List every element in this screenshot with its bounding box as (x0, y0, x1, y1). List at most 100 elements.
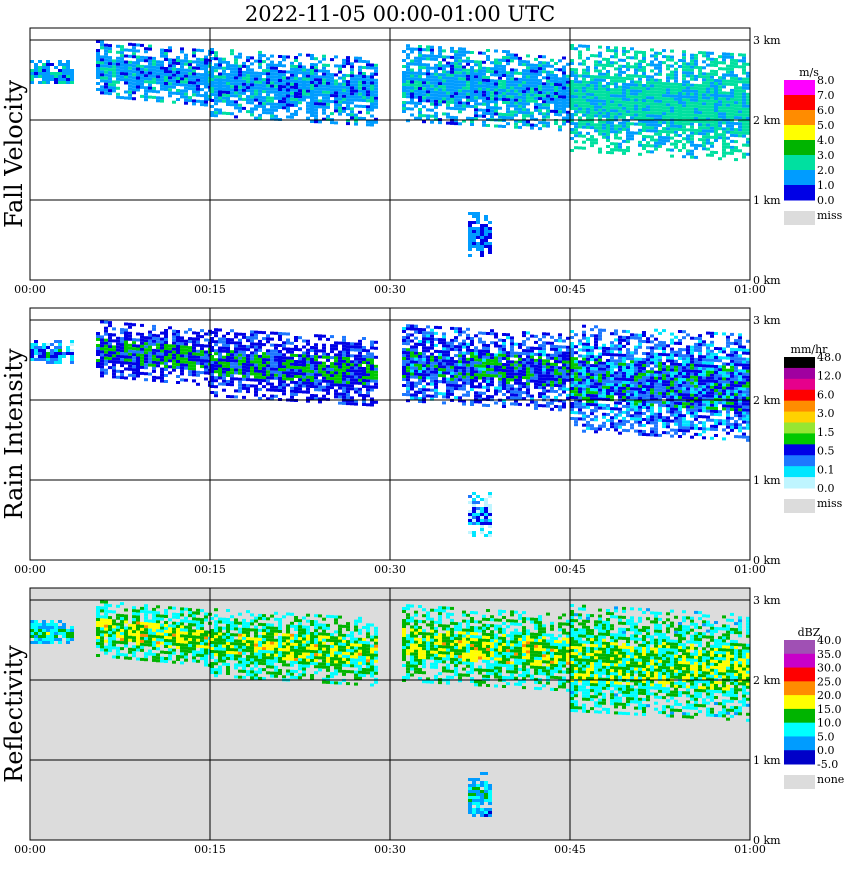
echo-cell (414, 373, 418, 376)
echo-cell (610, 64, 614, 67)
echo-cell (164, 58, 168, 61)
echo-cell (670, 155, 674, 158)
echo-cell (148, 96, 152, 99)
echo-cell (168, 49, 172, 52)
echo-cell (406, 336, 410, 339)
echo-cell (282, 353, 286, 356)
x-tick-label: 00:45 (554, 283, 586, 296)
echo-cell (140, 56, 144, 59)
echo-cell (458, 59, 462, 62)
echo-cell (470, 72, 474, 75)
echo-cell (406, 357, 410, 360)
echo-cell (594, 63, 598, 66)
echo-cell (156, 340, 160, 343)
echo-cell (472, 230, 476, 233)
echo-cell (618, 125, 622, 128)
echo-cell (730, 62, 734, 65)
echo-cell (370, 91, 374, 94)
echo-cell (430, 356, 434, 359)
echo-cell (410, 367, 414, 370)
echo-cell (266, 93, 270, 96)
echo-cell (514, 69, 518, 72)
echo-cell (196, 371, 200, 374)
echo-cell (370, 365, 374, 368)
echo-cell (626, 113, 630, 116)
echo-cell (458, 77, 462, 80)
echo-cell (180, 342, 184, 345)
echo-cell (346, 390, 350, 393)
echo-cell (250, 342, 254, 345)
echo-cell (226, 61, 230, 64)
echo-cell (322, 335, 326, 338)
echo-cell (530, 85, 534, 88)
echo-cell (350, 378, 354, 381)
echo-cell (222, 362, 226, 365)
echo-cell (494, 402, 498, 405)
echo-cell (226, 91, 230, 94)
echo-cell (124, 55, 128, 58)
echo-cell (694, 147, 698, 150)
echo-cell (250, 360, 254, 363)
echo-cell (466, 349, 470, 352)
echo-cell (226, 97, 230, 100)
echo-cell (476, 221, 480, 224)
echo-cell (506, 50, 510, 53)
echo-cell (346, 357, 350, 360)
echo-cell (530, 82, 534, 85)
echo-cell (128, 91, 132, 94)
echo-cell (334, 109, 338, 112)
echo-cell (666, 124, 670, 127)
echo-cell (480, 254, 484, 257)
echo-cell (402, 357, 406, 360)
echo-cell (726, 74, 730, 77)
echo-cell (370, 341, 374, 344)
echo-cell (200, 103, 204, 106)
echo-cell (358, 379, 362, 382)
echo-cell (246, 339, 250, 342)
echo-cell (234, 344, 238, 347)
echo-cell (254, 346, 258, 349)
echo-cell (502, 83, 506, 86)
echo-cell (108, 354, 112, 357)
echo-cell (294, 68, 298, 71)
echo-cell (682, 50, 686, 53)
echo-cell (442, 362, 446, 365)
echo-cell (50, 343, 54, 346)
echo-cell (602, 121, 606, 124)
echo-cell (358, 99, 362, 102)
echo-cell (526, 72, 530, 75)
echo-cell (482, 76, 486, 79)
echo-cell (30, 78, 34, 81)
echo-cell (132, 46, 136, 49)
echo-cell (618, 116, 622, 119)
echo-cell (164, 338, 168, 341)
echo-cell (470, 382, 474, 385)
echo-cell (590, 93, 594, 96)
echo-cell (286, 101, 290, 104)
echo-cell (550, 83, 554, 86)
echo-cell (414, 367, 418, 370)
echo-cell (140, 77, 144, 80)
echo-cell (466, 382, 470, 385)
echo-cell (682, 89, 686, 92)
echo-cell (430, 332, 434, 335)
echo-cell (318, 84, 322, 87)
echo-cell (462, 340, 466, 343)
echo-cell (694, 114, 698, 117)
echo-cell (626, 110, 630, 113)
echo-cell (426, 388, 430, 391)
echo-cell (478, 97, 482, 100)
echo-cell (574, 146, 578, 149)
echo-cell (172, 83, 176, 86)
echo-cell (214, 376, 218, 379)
echo-cell (330, 79, 334, 82)
echo-cell (690, 129, 694, 132)
echo-cell (602, 64, 606, 67)
echo-cell (606, 82, 610, 85)
echo-cell (474, 63, 478, 66)
echo-cell (104, 348, 108, 351)
echo-cell (318, 379, 322, 382)
echo-cell (630, 74, 634, 77)
echo-cell (446, 363, 450, 366)
echo-cell (488, 227, 492, 230)
